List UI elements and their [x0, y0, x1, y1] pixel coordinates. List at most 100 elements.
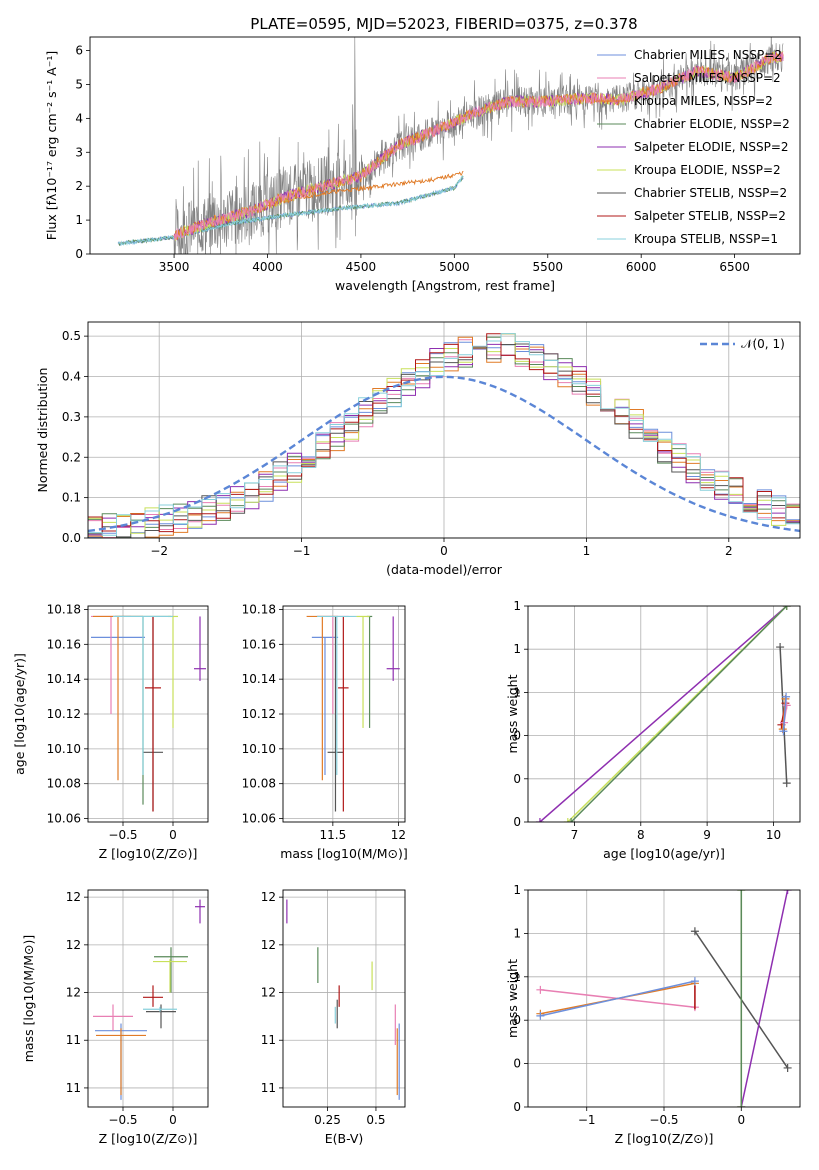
x-tick-label: 5500	[532, 260, 563, 274]
axes-frame	[527, 889, 801, 1108]
y-tick-label: 11	[66, 1033, 81, 1047]
x-tick-label: −0.5	[108, 1113, 137, 1127]
legend-entry: Salpeter ELODIE, NSSP=2	[634, 140, 789, 154]
x-tick-label: 11.5	[319, 828, 346, 842]
y-tick-label: 1	[513, 642, 521, 656]
x-tick-label: −2	[150, 544, 168, 558]
x-tick-label: 1	[583, 544, 591, 558]
weight-marker	[690, 977, 699, 986]
weight-marker	[783, 890, 792, 894]
weight-line	[782, 696, 787, 732]
y-tick-label: 10.08	[47, 777, 81, 791]
plot-area	[283, 606, 405, 822]
y-tick-label: 0.0	[62, 531, 81, 545]
panel-z-mass: −0.5 0 11 11 12 12 12 Z [log10(Z/Z⊙)] mass [log1…	[21, 889, 209, 1146]
gaussian-curve	[88, 375, 800, 533]
y-tick-label: 0	[513, 815, 521, 829]
y-tick-label: 10.14	[242, 672, 276, 686]
x-axis-label: E(B-V)	[325, 1131, 364, 1146]
y-tick-label: 10.06	[47, 812, 81, 826]
panel-z-age: −0.5 0 10.06 10.08 10.10 10.12 10.14 10.16 10.18…	[12, 602, 209, 861]
plot-area	[117, 37, 784, 254]
y-tick-label: 11	[261, 1033, 276, 1047]
y-tick-label: 10.12	[47, 707, 81, 721]
y-tick-label: 1	[513, 685, 521, 699]
x-tick-label: 4000	[252, 260, 283, 274]
y-tick-label: 10.06	[242, 812, 276, 826]
weight-marker	[782, 692, 791, 701]
legend-entry: Kroupa STELIB, NSSP=1	[634, 232, 778, 246]
x-axis-label: Z [log10(Z/Z⊙)]	[615, 1131, 714, 1146]
histogram-series	[88, 333, 800, 536]
axes-frame	[527, 605, 801, 823]
weight-marker	[563, 818, 572, 822]
x-tick-label: 0	[169, 828, 177, 842]
y-tick-label: 11	[66, 1081, 81, 1095]
y-tick-label: 12	[66, 986, 81, 1000]
histogram-series	[88, 333, 800, 533]
y-tick-label: 10.18	[47, 602, 81, 616]
plot-area	[283, 890, 405, 1107]
y-tick-label: 5	[75, 77, 83, 91]
panel-z-weight: −1 −0.5 0 0 0 0 1 1 1 Z [log10(Z/Z⊙)] mass weight	[505, 883, 801, 1146]
legend-entry: Salpeter MILES, NSSP=2	[634, 71, 781, 85]
x-axis-label: Z [log10(Z/Z⊙)]	[99, 1131, 198, 1146]
y-axis-label: mass weight	[505, 674, 520, 753]
x-tick-label: 2	[725, 544, 733, 558]
y-tick-label: 10.12	[242, 707, 276, 721]
y-tick-label: 2	[75, 179, 83, 193]
x-tick-label: −0.5	[108, 828, 137, 842]
legend-entry: Kroupa MILES, NSSP=2	[634, 94, 773, 108]
y-tick-label: 0.3	[62, 410, 81, 424]
panel-ebv-mass: 0.25 0.5 11 11 12 12 12 E(B-V)	[261, 889, 406, 1146]
x-tick-label: 9	[703, 828, 711, 842]
axes-frame	[87, 889, 209, 1108]
y-tick-label: 6	[75, 44, 83, 58]
y-tick-label: 10.14	[47, 672, 81, 686]
y-tick-label: 0	[513, 729, 521, 743]
y-tick-label: 0	[513, 1013, 521, 1027]
x-tick-label: 0.25	[314, 1113, 341, 1127]
legend-entry: 𝒩(0, 1)	[741, 337, 785, 351]
y-tick-label: 1	[513, 599, 521, 613]
y-tick-label: 4	[75, 111, 83, 125]
plot-area	[88, 890, 208, 1107]
x-axis-label: (data-model)/error	[386, 562, 503, 577]
y-tick-label: 12	[66, 938, 81, 952]
plot-area	[88, 322, 800, 538]
weight-marker	[536, 1011, 545, 1020]
weight-marker	[737, 1103, 746, 1107]
legend-entry: Chabrier STELIB, NSSP=2	[634, 186, 787, 200]
legend-entry: Chabrier MILES, NSSP=2	[634, 48, 782, 62]
x-tick-label: −1	[578, 1113, 596, 1127]
y-tick-label: 1	[513, 926, 521, 940]
y-tick-label: 10.10	[47, 742, 81, 756]
weight-marker	[690, 927, 699, 936]
y-axis-label: mass weight	[505, 959, 520, 1038]
y-tick-label: 1	[513, 970, 521, 984]
weight-marker	[782, 701, 791, 710]
x-tick-label: 8	[637, 828, 645, 842]
y-tick-label: 10.16	[242, 637, 276, 651]
weight-marker	[536, 985, 545, 994]
axes-frame	[89, 36, 801, 255]
y-tick-label: 1	[75, 213, 83, 227]
y-axis-label: mass [log10(M/M⊙)]	[21, 935, 36, 1063]
x-tick-label: 0	[737, 1113, 745, 1127]
y-tick-label: 12	[261, 986, 276, 1000]
y-tick-label: 0	[513, 1057, 521, 1071]
weight-line	[539, 606, 788, 822]
panel-spectrum: 3500 4000 4500 5000 5500 6000 6500 0 1 2 3 4 5 6 wavel…	[44, 36, 801, 293]
x-tick-label: 12	[391, 828, 406, 842]
y-tick-label: 10.18	[242, 602, 276, 616]
y-tick-label: 12	[66, 890, 81, 904]
axes-frame	[282, 605, 406, 823]
y-tick-label: 0	[75, 247, 83, 261]
x-tick-label: 4500	[346, 260, 377, 274]
x-tick-label: 0	[440, 544, 448, 558]
model-midbranch	[267, 170, 464, 207]
x-tick-label: 0.5	[366, 1113, 385, 1127]
panel-mass-age: 11.5 12 10.06 10.08 10.10 10.12 10.14 10.16 10.1…	[242, 602, 408, 861]
x-tick-label: 3500	[159, 260, 190, 274]
